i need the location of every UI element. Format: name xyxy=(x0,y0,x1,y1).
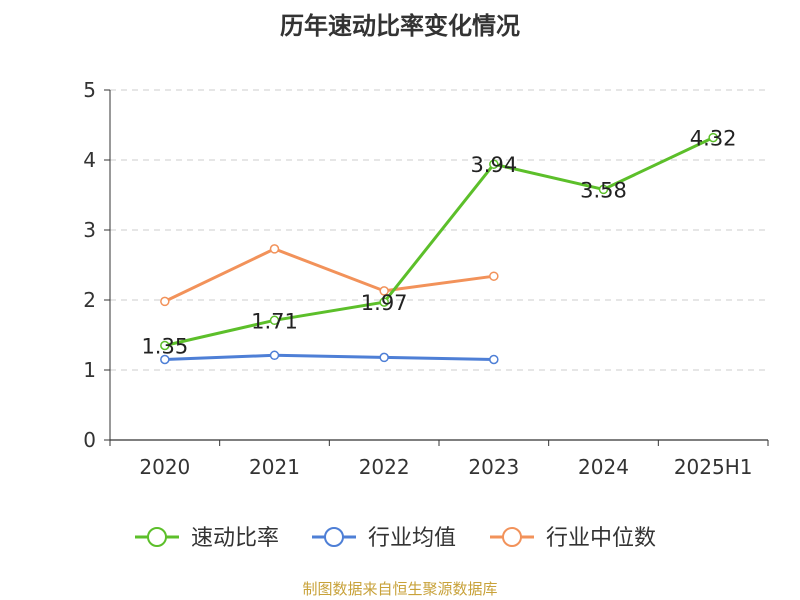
data-label-2022: 1.97 xyxy=(361,291,408,315)
data-label-2023: 3.94 xyxy=(470,153,517,177)
y-tick-label-1: 1 xyxy=(83,358,96,382)
point-速动比率-2024 xyxy=(598,184,609,195)
point-行业均值-2020 xyxy=(160,354,170,365)
series-line-行业中位数 xyxy=(164,247,495,303)
legend-marker-行业均值 xyxy=(324,527,344,547)
y-tick-label-5: 5 xyxy=(83,78,96,102)
point-行业中位数-2023 xyxy=(489,271,499,281)
y-tick-label-0: 0 xyxy=(83,428,96,452)
legend-marker-行业中位数 xyxy=(502,527,522,547)
point-速动比率-2025H1 xyxy=(708,132,718,143)
chart-title: 历年速动比率变化情况 xyxy=(280,12,520,40)
data-label-2024: 3.58 xyxy=(580,178,627,202)
point-行业中位数-2020 xyxy=(160,296,170,307)
y-tick-label-4: 4 xyxy=(83,148,96,172)
point-行业均值-2021 xyxy=(269,350,280,361)
legend-marker-速动比率 xyxy=(147,527,167,547)
point-行业中位数-2022 xyxy=(379,286,389,296)
point-行业中位数-2021 xyxy=(269,244,280,254)
legend-label-行业中位数: 行业中位数 xyxy=(546,526,656,551)
x-tick-label-2020: 2020 xyxy=(139,455,190,479)
legend-label-速动比率: 速动比率 xyxy=(191,526,279,551)
point-速动比率-2023 xyxy=(489,159,499,169)
point-速动比率-2020 xyxy=(160,340,170,351)
y-tick-label-3: 3 xyxy=(83,218,96,242)
data-label-2025H1: 4.32 xyxy=(690,127,737,151)
series-line-速动比率 xyxy=(164,136,714,347)
y-tick-label-2: 2 xyxy=(83,288,96,312)
point-速动比率-2021 xyxy=(269,315,280,326)
x-tick-label-2022: 2022 xyxy=(359,455,410,479)
x-tick-label-2023: 2023 xyxy=(468,455,519,479)
data-label-2021: 1.71 xyxy=(251,309,298,333)
data-label-2020: 1.35 xyxy=(141,335,188,359)
x-tick-label-2021: 2021 xyxy=(249,455,300,479)
x-tick-label-2024: 2024 xyxy=(578,455,629,479)
point-行业均值-2022 xyxy=(379,352,389,363)
point-速动比率-2022 xyxy=(379,297,389,307)
x-tick-label-2025H1: 2025H1 xyxy=(674,455,753,479)
point-行业均值-2023 xyxy=(489,354,499,365)
legend-label-行业均值: 行业均值 xyxy=(368,526,456,551)
source-note: 制图数据来自恒生聚源数据库 xyxy=(302,580,498,598)
series-line-行业均值 xyxy=(164,353,494,361)
